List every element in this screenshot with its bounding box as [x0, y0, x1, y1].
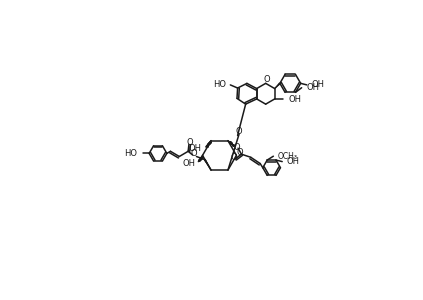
Text: OH: OH	[287, 157, 300, 166]
Polygon shape	[204, 159, 211, 170]
Text: HO: HO	[213, 80, 226, 89]
Text: O: O	[234, 143, 241, 152]
Text: HO: HO	[125, 149, 137, 158]
Text: O: O	[231, 153, 237, 162]
Polygon shape	[275, 82, 281, 88]
Text: O: O	[235, 127, 242, 136]
Text: OH: OH	[306, 83, 319, 92]
Text: OH: OH	[182, 159, 195, 168]
Text: OCH₃: OCH₃	[278, 152, 298, 161]
Text: OH: OH	[311, 80, 324, 89]
Text: O: O	[187, 139, 193, 148]
Text: O: O	[264, 75, 271, 84]
Text: O: O	[190, 149, 197, 158]
Text: O: O	[236, 148, 243, 157]
Text: OH: OH	[189, 144, 202, 153]
Text: OH: OH	[288, 95, 302, 104]
